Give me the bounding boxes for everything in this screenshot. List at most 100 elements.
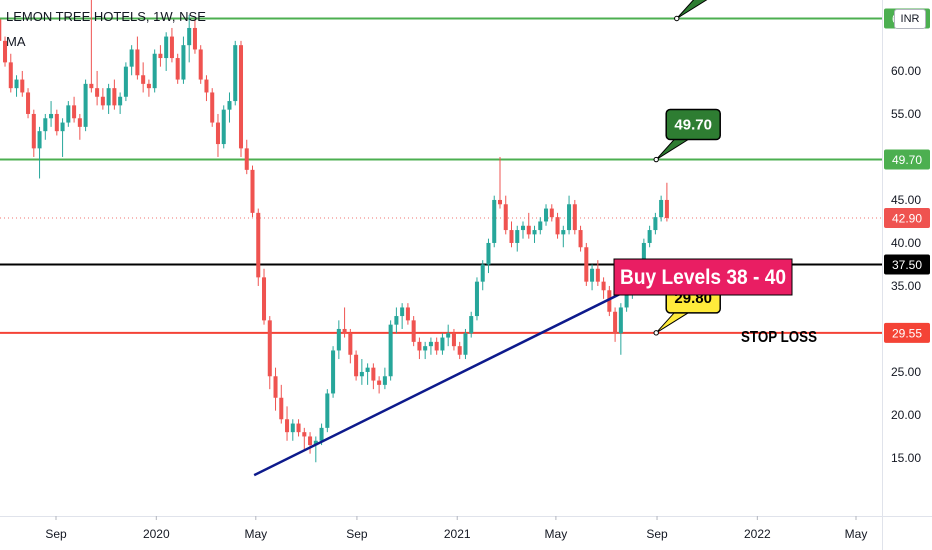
candle-body bbox=[77, 118, 82, 127]
candle-body bbox=[400, 307, 405, 317]
candle-body bbox=[164, 36, 169, 59]
time-tick-label: 2021 bbox=[444, 527, 471, 541]
candle-body bbox=[43, 118, 48, 132]
candle-body bbox=[647, 230, 652, 243]
time-tick-label: May bbox=[244, 527, 267, 541]
candle-body bbox=[641, 242, 646, 265]
candle-body bbox=[354, 354, 359, 377]
candle-body bbox=[348, 333, 353, 355]
candle-body bbox=[3, 40, 8, 63]
candle-body bbox=[187, 27, 192, 46]
candle-body bbox=[469, 316, 474, 334]
candle-body bbox=[411, 320, 416, 342]
candle-body bbox=[112, 88, 117, 106]
callout-66: 66.15 bbox=[674, 0, 708, 22]
candle-body bbox=[238, 45, 244, 149]
candle-body bbox=[37, 131, 42, 149]
candle-body bbox=[515, 230, 520, 243]
axis-label-last-price-bg bbox=[884, 208, 930, 229]
price-tick-label: 25.00 bbox=[891, 365, 921, 379]
candle-body bbox=[561, 230, 566, 235]
time-tick-label: Sep bbox=[346, 527, 368, 541]
candle-body bbox=[279, 397, 284, 420]
price-tick-label: 35.00 bbox=[891, 279, 921, 293]
candle-body bbox=[192, 27, 197, 50]
candle-body bbox=[100, 96, 105, 106]
candle-body bbox=[451, 333, 456, 347]
candle-body bbox=[83, 83, 88, 127]
candle-body bbox=[555, 217, 560, 235]
candle-body bbox=[20, 79, 25, 93]
candle-body bbox=[590, 268, 595, 282]
candle-body bbox=[129, 49, 134, 67]
candle-body bbox=[158, 53, 163, 59]
candle-body bbox=[434, 341, 439, 351]
candle-body bbox=[244, 148, 249, 170]
candle-body bbox=[405, 307, 410, 321]
buy-levels-text: Buy Levels 38 - 40 bbox=[620, 266, 786, 289]
candle-body bbox=[532, 230, 537, 235]
candle-body bbox=[653, 217, 658, 231]
time-tick-label: May bbox=[545, 527, 568, 541]
candle-body bbox=[296, 423, 301, 433]
candle-body bbox=[118, 96, 123, 106]
candle-body bbox=[250, 169, 255, 213]
axis-label-stop-loss-bg bbox=[884, 322, 930, 343]
candle-body bbox=[325, 393, 330, 428]
price-tick-label: 55.00 bbox=[891, 107, 921, 121]
candle-body bbox=[89, 83, 94, 89]
candle-body bbox=[169, 36, 174, 59]
candle-body bbox=[544, 208, 549, 222]
price-tick-label: 40.00 bbox=[891, 236, 921, 250]
candle-body bbox=[135, 49, 140, 76]
candle-body bbox=[256, 212, 261, 278]
candle-body bbox=[210, 92, 215, 123]
axis-label-resistance-49-bg bbox=[884, 149, 930, 170]
trendline bbox=[253, 274, 658, 477]
candle-body bbox=[146, 83, 151, 89]
candle-body bbox=[509, 230, 514, 243]
candle-body bbox=[273, 376, 278, 398]
time-tick-label: 2020 bbox=[143, 527, 170, 541]
candle-body bbox=[572, 204, 577, 231]
candle-body bbox=[49, 113, 54, 119]
candle-body bbox=[302, 432, 307, 437]
candle-body bbox=[607, 290, 612, 312]
candle-body bbox=[215, 122, 220, 145]
price-tick-label: 20.00 bbox=[891, 408, 921, 422]
candle-body bbox=[497, 199, 503, 205]
candle-body bbox=[8, 62, 13, 89]
price-tick-label: 60.00 bbox=[891, 64, 921, 78]
axis-label-stop-loss: 29.55 bbox=[892, 326, 922, 340]
candle-body bbox=[319, 427, 324, 441]
candle-body bbox=[313, 440, 318, 446]
candle-body bbox=[359, 371, 364, 377]
candle-body bbox=[141, 75, 146, 84]
candle-body bbox=[66, 105, 71, 123]
price-tick-label: 15.00 bbox=[891, 451, 921, 465]
candle-body bbox=[72, 105, 77, 119]
candle-body bbox=[423, 346, 428, 351]
candle-body bbox=[204, 79, 209, 93]
axis-label-last-price: 42.90 bbox=[892, 212, 922, 226]
axis-label-support-37: 37.50 bbox=[892, 258, 922, 272]
candle-body bbox=[336, 328, 341, 351]
candle-body bbox=[440, 337, 445, 351]
candle-body bbox=[474, 281, 479, 317]
candle-body bbox=[233, 45, 238, 102]
candle-body bbox=[95, 88, 100, 97]
candle-body bbox=[54, 113, 59, 132]
stop-loss-label: STOP LOSS bbox=[741, 329, 817, 346]
candle-body bbox=[480, 264, 485, 282]
candle-body bbox=[285, 419, 290, 433]
candle-body bbox=[446, 333, 451, 338]
axis-label-resistance-49: 49.70 bbox=[892, 153, 922, 167]
currency-button[interactable]: INR bbox=[894, 9, 926, 29]
candle-body bbox=[152, 53, 157, 89]
candle-body bbox=[267, 320, 272, 377]
callout-box bbox=[665, 108, 721, 141]
indicator-label[interactable]: MA bbox=[6, 34, 26, 49]
candle-body bbox=[14, 79, 19, 89]
callout-text: 49.70 bbox=[674, 117, 712, 134]
